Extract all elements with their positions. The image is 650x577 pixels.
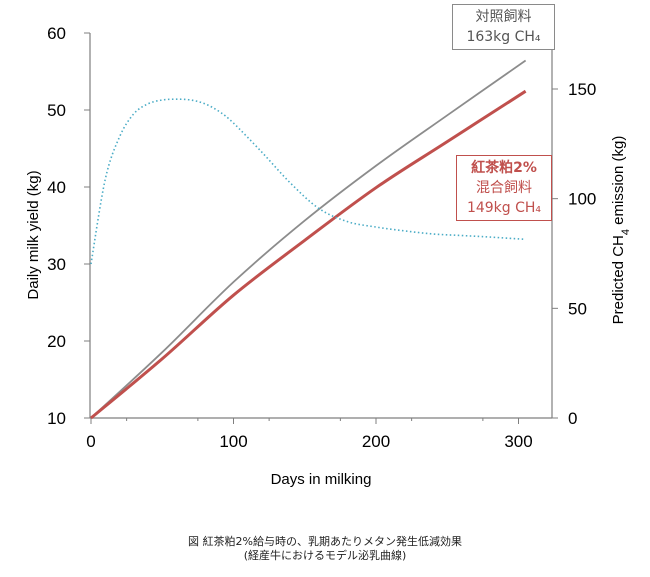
control-feed-label: 対照飼料 163kg CH₄ bbox=[452, 4, 555, 50]
y-left-tick-label: 10 bbox=[47, 409, 66, 428]
figure-caption: 図 紅茶粕2%給与時の、乳期あたりメタン発生低減効果 bbox=[188, 535, 462, 548]
tea-feed-name: 紅茶粕2% bbox=[471, 160, 537, 176]
y-left-tick-label: 60 bbox=[47, 24, 66, 43]
x-tick-label: 0 bbox=[86, 432, 95, 451]
y-right-axis-title: Predicted CH4 emission (kg) bbox=[610, 136, 632, 325]
axes: 0 100 200 300 10 20 30 40 50 60 0 50 100 150 bbox=[47, 24, 596, 451]
tea-feed-type: 混合飼料 bbox=[476, 180, 532, 196]
x-tick-label: 100 bbox=[219, 432, 247, 451]
control-feed-emission: 163kg CH₄ bbox=[466, 29, 541, 45]
tea-feed-emission: 149kg CH₄ bbox=[466, 200, 542, 216]
y-left-tick-label: 50 bbox=[47, 101, 66, 120]
x-axis-title: Days in milking bbox=[271, 471, 372, 488]
series-layer bbox=[90, 59, 527, 420]
y-right-tick-label: 150 bbox=[568, 80, 596, 99]
figure-caption-subtitle: (経産牛におけるモデル泌乳曲線) bbox=[243, 549, 407, 562]
x-tick-label: 300 bbox=[504, 432, 532, 451]
x-tick-label: 200 bbox=[362, 432, 390, 451]
y-left-tick-label: 20 bbox=[47, 332, 66, 351]
tea-feed-label: 紅茶粕2% 混合飼料 149kg CH₄ bbox=[456, 155, 552, 221]
y-left-tick-label: 40 bbox=[47, 178, 66, 197]
y-right-tick-label: 100 bbox=[568, 190, 596, 209]
tea-ch4-line bbox=[90, 89, 527, 420]
y-left-axis-title: Daily milk yield (kg) bbox=[25, 170, 42, 299]
y-left-tick-label: 30 bbox=[47, 255, 66, 274]
y-right-tick-label: 0 bbox=[568, 409, 577, 428]
milk-yield-line bbox=[90, 98, 526, 265]
y-right-tick-label: 50 bbox=[568, 299, 587, 318]
axis-titles: Days in milking Daily milk yield (kg) Pr… bbox=[25, 136, 632, 488]
control-feed-name: 対照飼料 bbox=[475, 9, 532, 25]
control-ch4-line bbox=[90, 59, 527, 419]
